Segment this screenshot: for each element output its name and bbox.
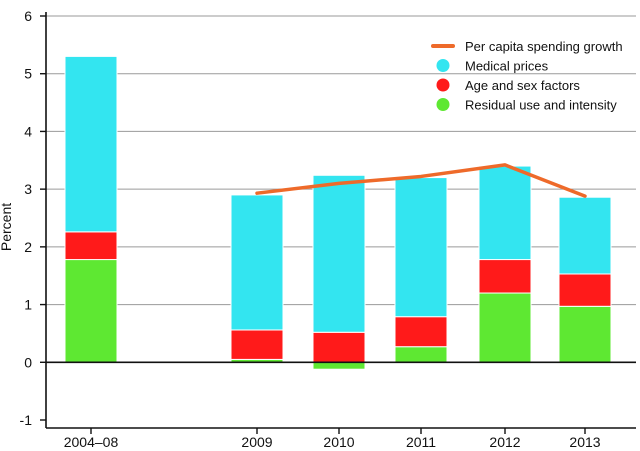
bar-residual-use-and-intensity-4 <box>478 292 532 363</box>
y-tick-label: 4 <box>24 123 32 139</box>
legend-label: Medical prices <box>465 59 549 74</box>
bar-medical-prices-5 <box>558 196 612 275</box>
y-axis-title: Percent <box>0 203 14 251</box>
x-tick-label: 2012 <box>489 434 520 450</box>
y-tick-label: 5 <box>24 66 32 82</box>
y-tick-label: -1 <box>20 412 33 428</box>
bar-age-and-sex-factors-3 <box>394 316 448 348</box>
bar-medical-prices-0 <box>64 55 118 233</box>
bar-medical-prices-4 <box>478 165 532 261</box>
bar-age-and-sex-factors-1 <box>230 329 284 360</box>
y-tick-label: 6 <box>24 8 32 24</box>
legend-label: Residual use and intensity <box>465 98 617 113</box>
bar-medical-prices-2 <box>312 174 366 333</box>
bar-age-and-sex-factors-2 <box>312 331 366 363</box>
bar-residual-use-and-intensity-2 <box>312 361 366 370</box>
bar-age-and-sex-factors-0 <box>64 231 118 261</box>
bar-residual-use-and-intensity-3 <box>394 346 448 363</box>
y-tick-label: 3 <box>24 181 32 197</box>
legend: Per capita spending growth Medical prices… <box>431 39 623 113</box>
x-tick-label: 2011 <box>406 434 436 450</box>
bar-residual-use-and-intensity-5 <box>558 305 612 363</box>
bar-age-and-sex-factors-5 <box>558 273 612 307</box>
axes: -1 0 1 2 3 4 5 6 2004–08 2009 2010 2011 2012 2013 <box>20 8 636 450</box>
x-tick-label: 2004–08 <box>64 434 119 450</box>
legend-label: Per capita spending growth <box>465 39 623 54</box>
bar-medical-prices-3 <box>394 177 448 318</box>
bar-residual-use-and-intensity-0 <box>64 259 118 363</box>
spending-growth-line <box>255 163 587 198</box>
legend-swatch-dot <box>436 59 450 72</box>
legend-label: Age and sex factors <box>465 78 580 93</box>
bar-medical-prices-1 <box>230 194 284 331</box>
legend-swatch-dot <box>436 98 450 111</box>
x-tick-label: 2009 <box>241 434 272 450</box>
bars <box>64 55 612 370</box>
x-tick-label: 2010 <box>323 434 354 450</box>
legend-swatch-dot <box>436 78 450 92</box>
x-tick-label: 2013 <box>569 434 600 450</box>
bar-age-and-sex-factors-4 <box>478 259 532 294</box>
y-tick-label: 1 <box>24 297 32 313</box>
y-tick-label: 0 <box>24 354 32 370</box>
y-tick-label: 2 <box>24 239 32 255</box>
